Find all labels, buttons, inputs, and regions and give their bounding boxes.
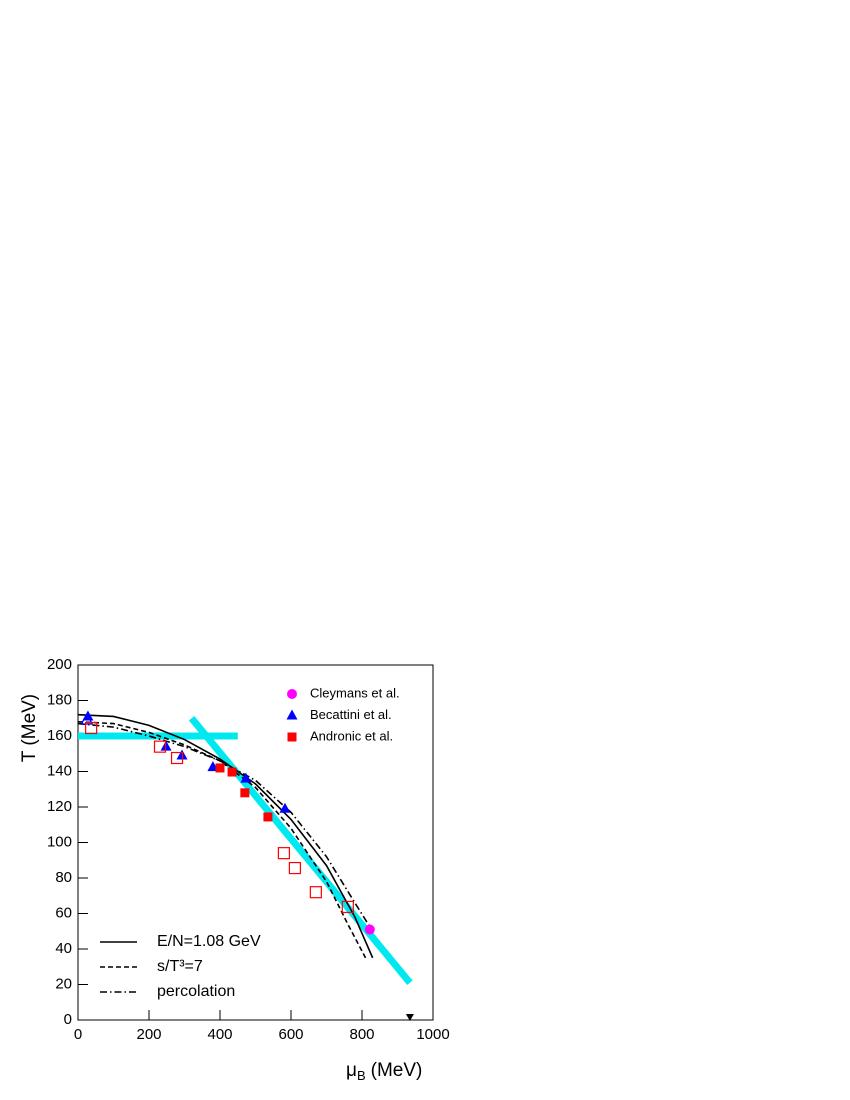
y-tick-label: 100 <box>47 833 72 850</box>
model-curve <box>77 722 374 932</box>
model-curve <box>77 721 367 959</box>
x-axis-label-unit: (MeV) <box>371 1060 423 1081</box>
y-axis-label: T (MeV) <box>19 694 40 762</box>
x-tick-label: 200 <box>136 1026 161 1043</box>
y-tick-label: 0 <box>64 1011 72 1028</box>
y-tick-label: 20 <box>55 975 72 992</box>
y-tick-label: 40 <box>55 940 72 957</box>
x-axis-label: μB (MeV) <box>346 1060 422 1083</box>
circle-marker <box>364 924 375 935</box>
square-marker <box>227 767 237 777</box>
legend-label: Cleymans et al. <box>310 685 400 700</box>
square-marker <box>240 788 250 798</box>
x-axis-label-sub: B <box>357 1068 366 1083</box>
y-tick-label: 180 <box>47 691 72 708</box>
x-tick-label: 400 <box>207 1026 232 1043</box>
y-tick-label: 140 <box>47 762 72 779</box>
square-marker <box>215 763 225 773</box>
triangle-marker <box>82 710 94 721</box>
y-tick-label: 60 <box>55 904 72 921</box>
band-line <box>188 716 413 985</box>
x-tick-label: 0 <box>74 1026 82 1043</box>
legend-label: E/N=1.08 GeV <box>157 933 261 950</box>
square-marker <box>263 812 273 822</box>
triangle-marker <box>279 802 291 813</box>
square-marker <box>288 861 302 875</box>
square-marker <box>170 751 184 765</box>
model-curve <box>77 713 374 959</box>
y-tick-label: 160 <box>47 727 72 744</box>
y-tick-label: 80 <box>55 869 72 886</box>
square-marker <box>277 847 290 860</box>
x-tick-label: 600 <box>278 1026 303 1043</box>
triangle-down-marker <box>405 1013 414 1021</box>
legend-label: percolation <box>157 983 235 1000</box>
y-tick-label: 120 <box>47 798 72 815</box>
x-axis-label-main: μ <box>346 1060 357 1081</box>
triangle-marker <box>286 709 298 720</box>
circle-marker <box>287 689 297 699</box>
x-tick-label: 800 <box>349 1026 374 1043</box>
legend-label: Becattini et al. <box>310 707 392 722</box>
legend-label: Andronic et al. <box>310 728 393 743</box>
square-marker <box>287 732 297 742</box>
square-marker <box>341 900 354 914</box>
x-tick-label: 1000 <box>416 1026 449 1043</box>
legend-label: s/T³=7 <box>157 958 203 975</box>
square-marker <box>153 740 167 753</box>
y-tick-label: 200 <box>47 656 72 673</box>
triangle-marker <box>240 772 252 783</box>
square-marker <box>309 886 322 899</box>
square-marker <box>85 721 98 735</box>
